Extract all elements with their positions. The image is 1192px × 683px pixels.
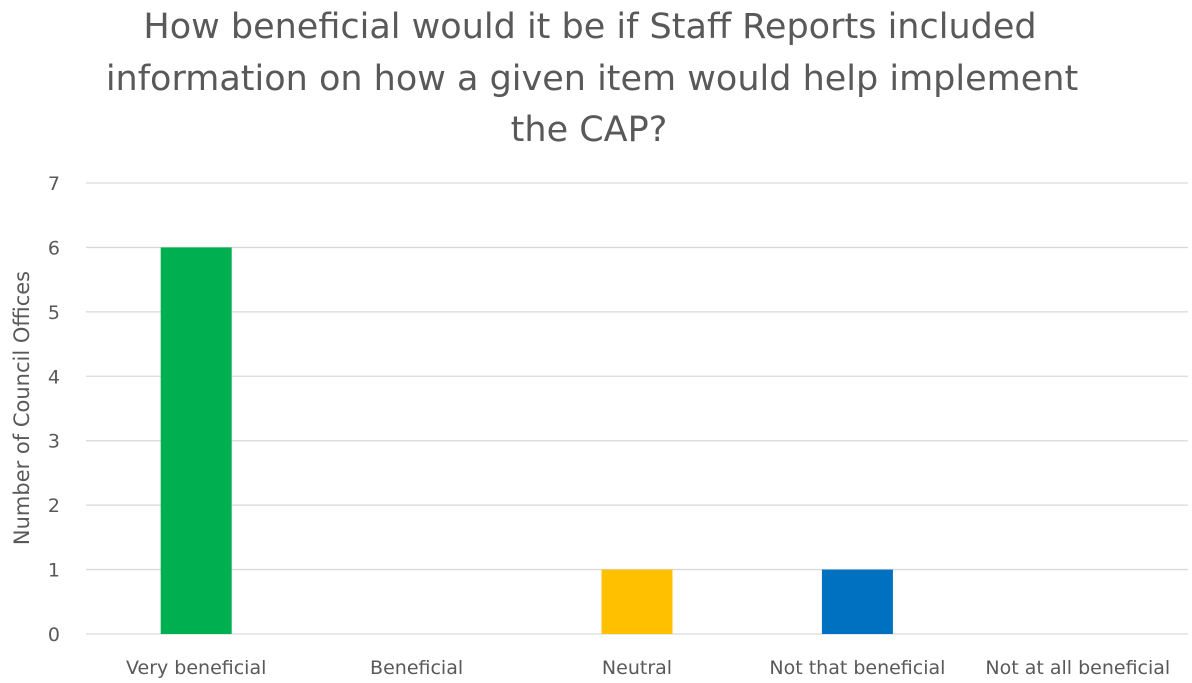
x-tick-label: Neutral <box>602 657 672 679</box>
y-axis-ticks: 0 1 2 3 4 5 6 7 <box>48 173 60 646</box>
bars <box>160 247 893 634</box>
chart-title-line-1: How beneficial would it be if Staff Repo… <box>143 7 1036 47</box>
chart-title-line-3: the CAP? <box>511 110 668 150</box>
x-tick-label: Not that beneficial <box>769 657 945 679</box>
x-axis-ticks: Very beneficial Beneficial Neutral Not that… <box>126 657 1170 679</box>
chart-title-line-2: information on how a given item would he… <box>106 59 1078 99</box>
x-tick-label: Beneficial <box>370 657 463 679</box>
y-tick-label: 1 <box>48 560 60 582</box>
y-tick-label: 6 <box>48 237 60 259</box>
gridlines <box>86 182 1188 635</box>
y-axis-title: Number of Council Offices <box>10 271 34 545</box>
y-tick-label: 0 <box>48 624 60 646</box>
x-tick-label: Not at all beneficial <box>985 657 1170 679</box>
chart-title: How beneficial would it be if Staff Repo… <box>106 7 1078 150</box>
x-tick-label: Very beneficial <box>126 657 266 679</box>
y-tick-label: 2 <box>48 495 60 517</box>
bar-neutral <box>601 569 673 634</box>
y-tick-label: 5 <box>48 302 60 324</box>
y-tick-label: 7 <box>48 173 60 195</box>
bar-very-beneficial <box>160 247 232 634</box>
bar-not-that-beneficial <box>821 569 893 634</box>
y-tick-label: 3 <box>48 431 60 453</box>
y-tick-label: 4 <box>48 366 60 388</box>
